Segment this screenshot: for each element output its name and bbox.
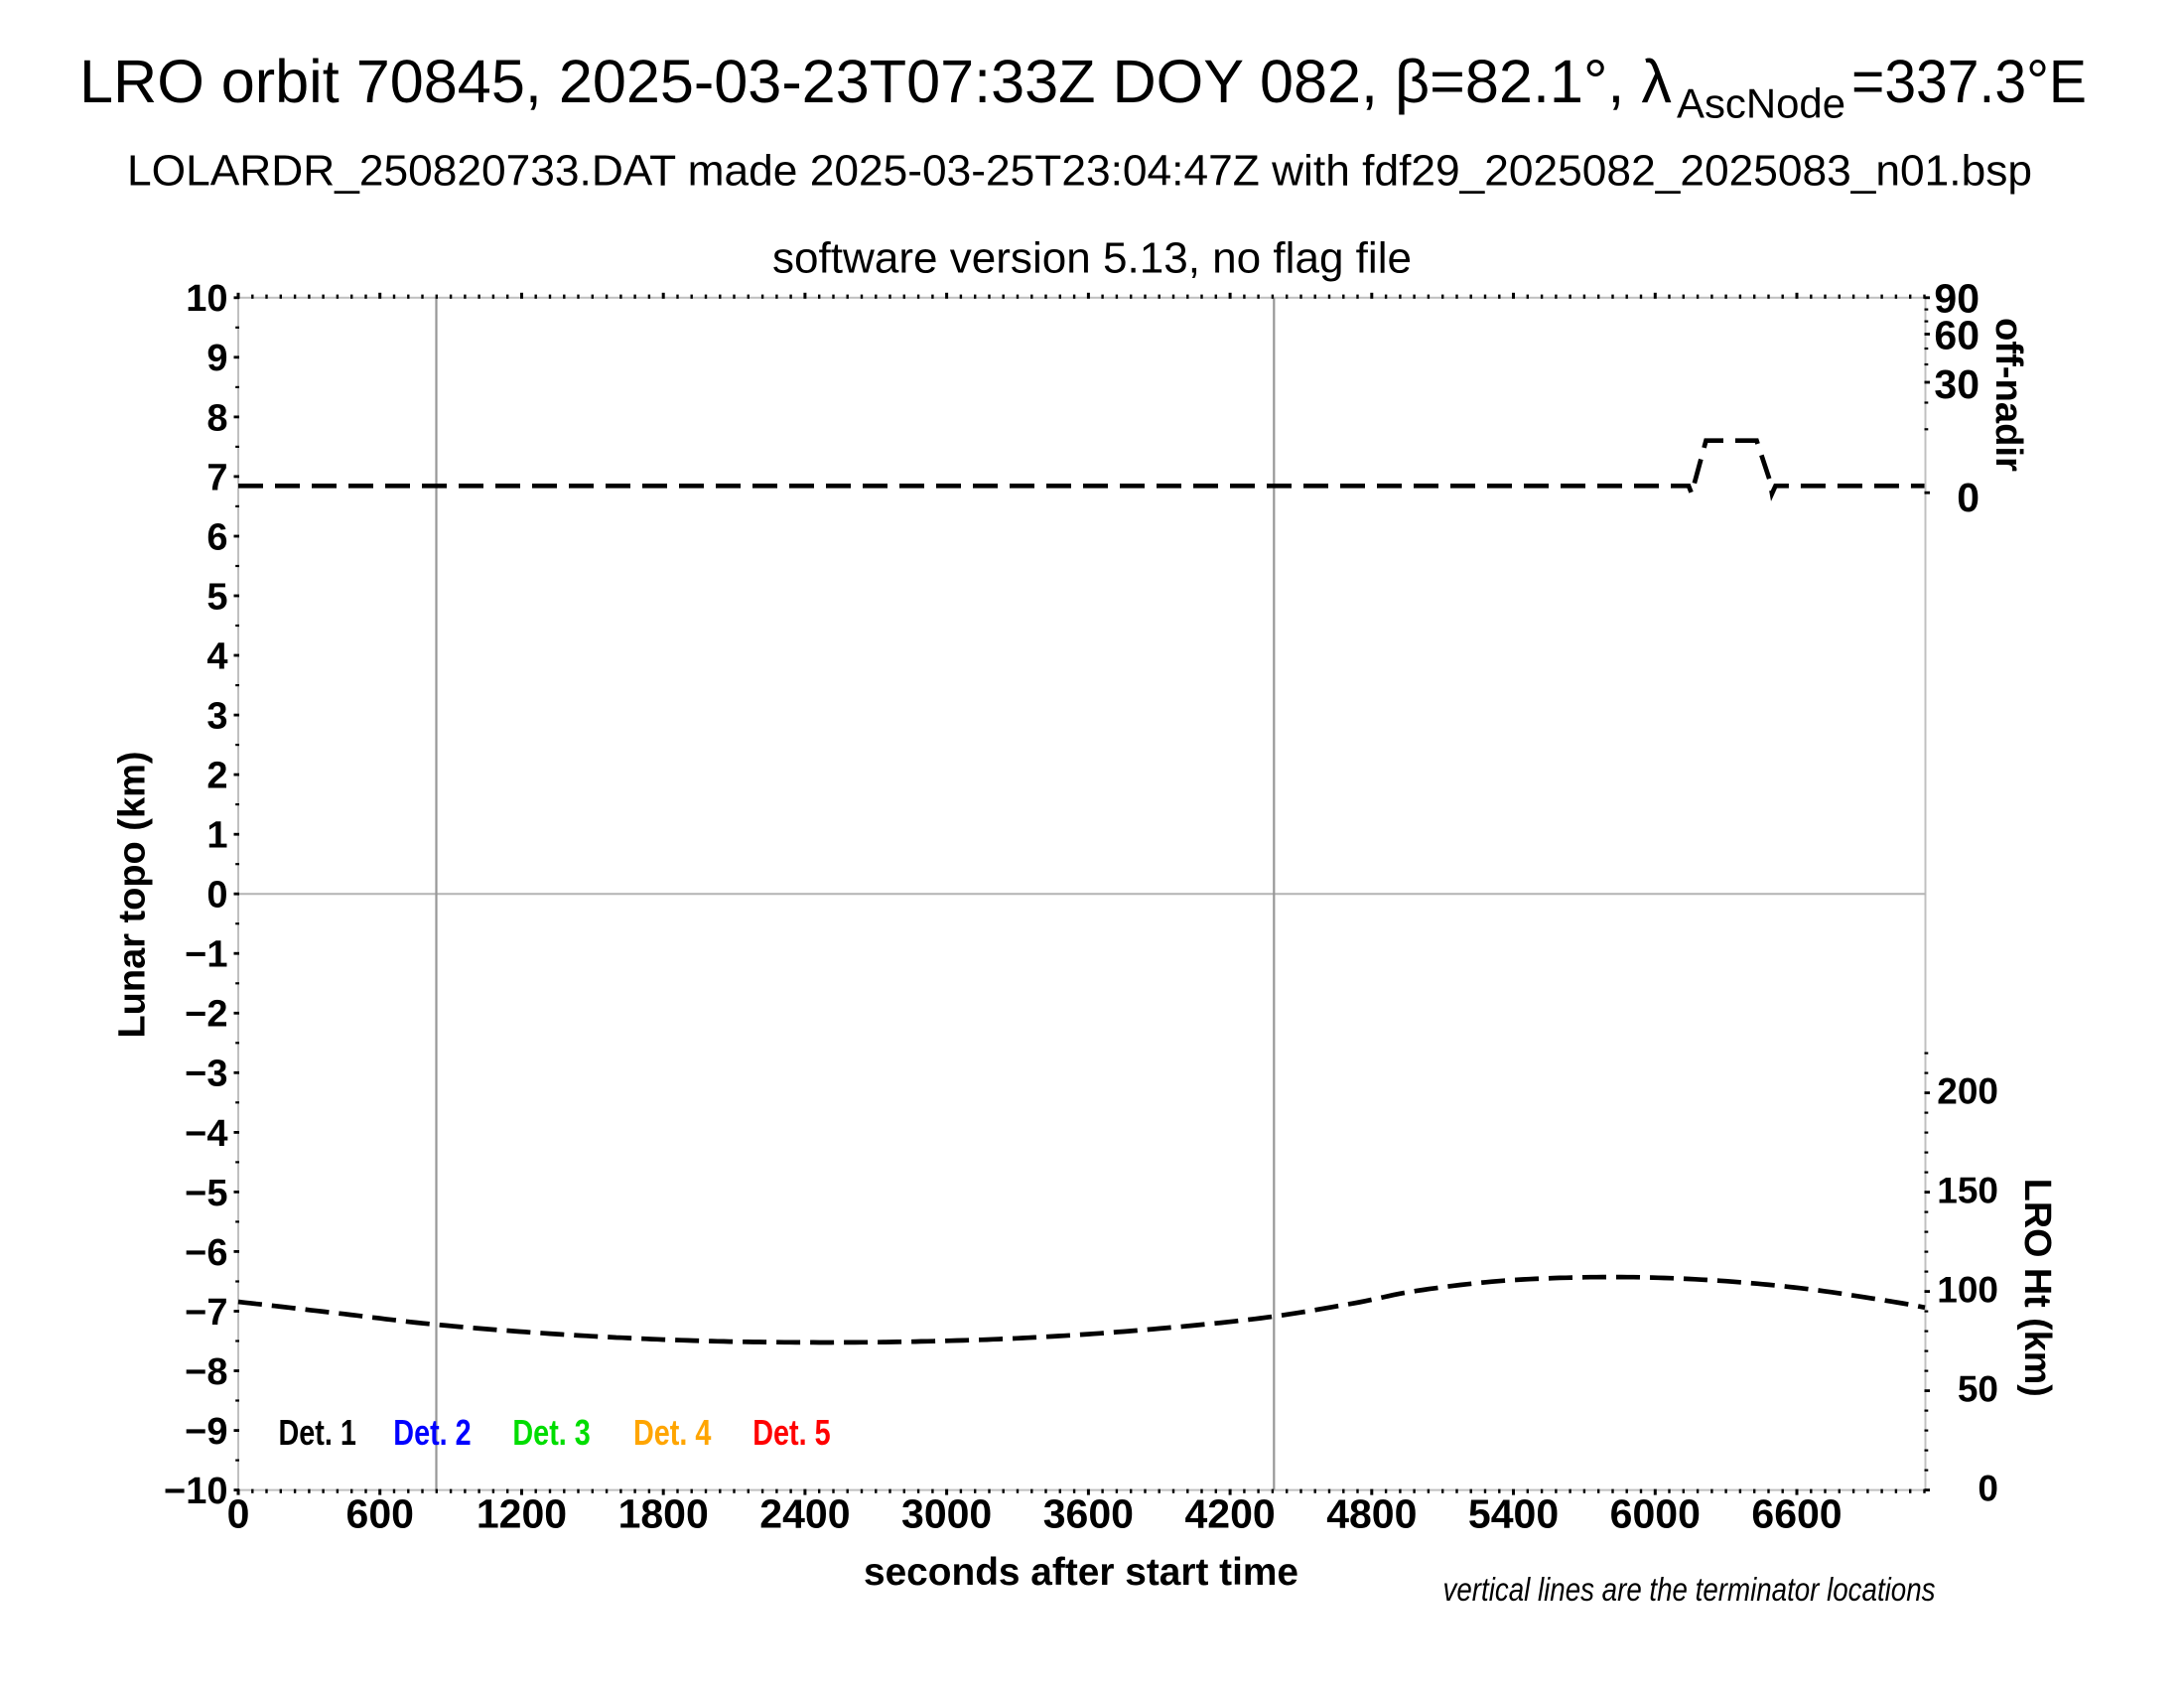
svg-text:0: 0 — [1978, 1469, 1998, 1509]
svg-text:−10: −10 — [164, 1471, 227, 1512]
svg-text:−5: −5 — [185, 1173, 227, 1214]
svg-text:4800: 4800 — [1326, 1491, 1417, 1537]
svg-text:vertical lines are the termina: vertical lines are the terminator locati… — [1443, 1571, 1936, 1608]
svg-text:5400: 5400 — [1468, 1491, 1559, 1537]
svg-text:software version 5.13, no flag: software version 5.13, no flag file — [772, 233, 1412, 282]
svg-text:600: 600 — [346, 1491, 414, 1537]
svg-text:Lunar topo (km): Lunar topo (km) — [112, 752, 154, 1039]
svg-text:−3: −3 — [185, 1054, 227, 1095]
svg-text:3600: 3600 — [1043, 1491, 1134, 1537]
svg-text:6: 6 — [206, 516, 227, 558]
svg-text:5: 5 — [206, 576, 227, 618]
svg-text:Det. 4: Det. 4 — [633, 1412, 711, 1453]
svg-text:0: 0 — [227, 1491, 250, 1537]
svg-text:3: 3 — [206, 695, 227, 737]
svg-text:off-nadir: off-nadir — [1987, 318, 2029, 472]
svg-text:seconds after start time: seconds after start time — [864, 1551, 1298, 1594]
svg-text:2400: 2400 — [759, 1491, 850, 1537]
svg-text:LRO orbit 70845, 2025-03-23T07: LRO orbit 70845, 2025-03-23T07:33Z DOY 0… — [79, 48, 1672, 115]
svg-text:10: 10 — [186, 278, 227, 320]
svg-text:9: 9 — [206, 338, 227, 379]
svg-text:3000: 3000 — [901, 1491, 992, 1537]
svg-text:=337.3°E: =337.3°E — [1851, 48, 2087, 115]
svg-text:8: 8 — [206, 397, 227, 439]
svg-text:Det. 3: Det. 3 — [512, 1412, 590, 1453]
svg-text:LOLARDR_250820733.DAT made 202: LOLARDR_250820733.DAT made 2025-03-25T23… — [127, 147, 2032, 196]
svg-text:6600: 6600 — [1751, 1491, 1842, 1537]
svg-text:1: 1 — [206, 815, 227, 857]
svg-text:90: 90 — [1934, 276, 1979, 322]
svg-text:−2: −2 — [185, 994, 227, 1036]
svg-text:2: 2 — [206, 756, 227, 797]
svg-text:0: 0 — [1957, 475, 1979, 520]
svg-text:200: 200 — [1937, 1071, 1998, 1112]
svg-text:Det. 5: Det. 5 — [752, 1412, 830, 1453]
svg-text:−6: −6 — [185, 1232, 227, 1274]
svg-text:6000: 6000 — [1610, 1491, 1701, 1537]
svg-text:−8: −8 — [185, 1351, 227, 1393]
svg-text:50: 50 — [1958, 1369, 1998, 1410]
svg-text:60: 60 — [1934, 312, 1979, 357]
svg-text:30: 30 — [1934, 361, 1979, 407]
svg-text:Det. 2: Det. 2 — [393, 1412, 471, 1453]
svg-text:−1: −1 — [185, 934, 227, 976]
svg-text:150: 150 — [1937, 1171, 1998, 1211]
svg-text:4: 4 — [206, 635, 227, 677]
svg-text:100: 100 — [1937, 1270, 1998, 1311]
svg-text:0: 0 — [206, 875, 227, 917]
svg-text:7: 7 — [206, 457, 227, 498]
svg-text:4200: 4200 — [1184, 1491, 1275, 1537]
svg-text:1800: 1800 — [618, 1491, 709, 1537]
svg-text:LRO Ht (km): LRO Ht (km) — [2016, 1179, 2058, 1397]
svg-text:AscNode: AscNode — [1677, 80, 1845, 127]
svg-text:−4: −4 — [185, 1113, 227, 1155]
svg-text:−7: −7 — [185, 1292, 227, 1334]
svg-text:1200: 1200 — [477, 1491, 567, 1537]
svg-text:Det. 1: Det. 1 — [279, 1412, 356, 1453]
svg-text:−9: −9 — [185, 1411, 227, 1453]
